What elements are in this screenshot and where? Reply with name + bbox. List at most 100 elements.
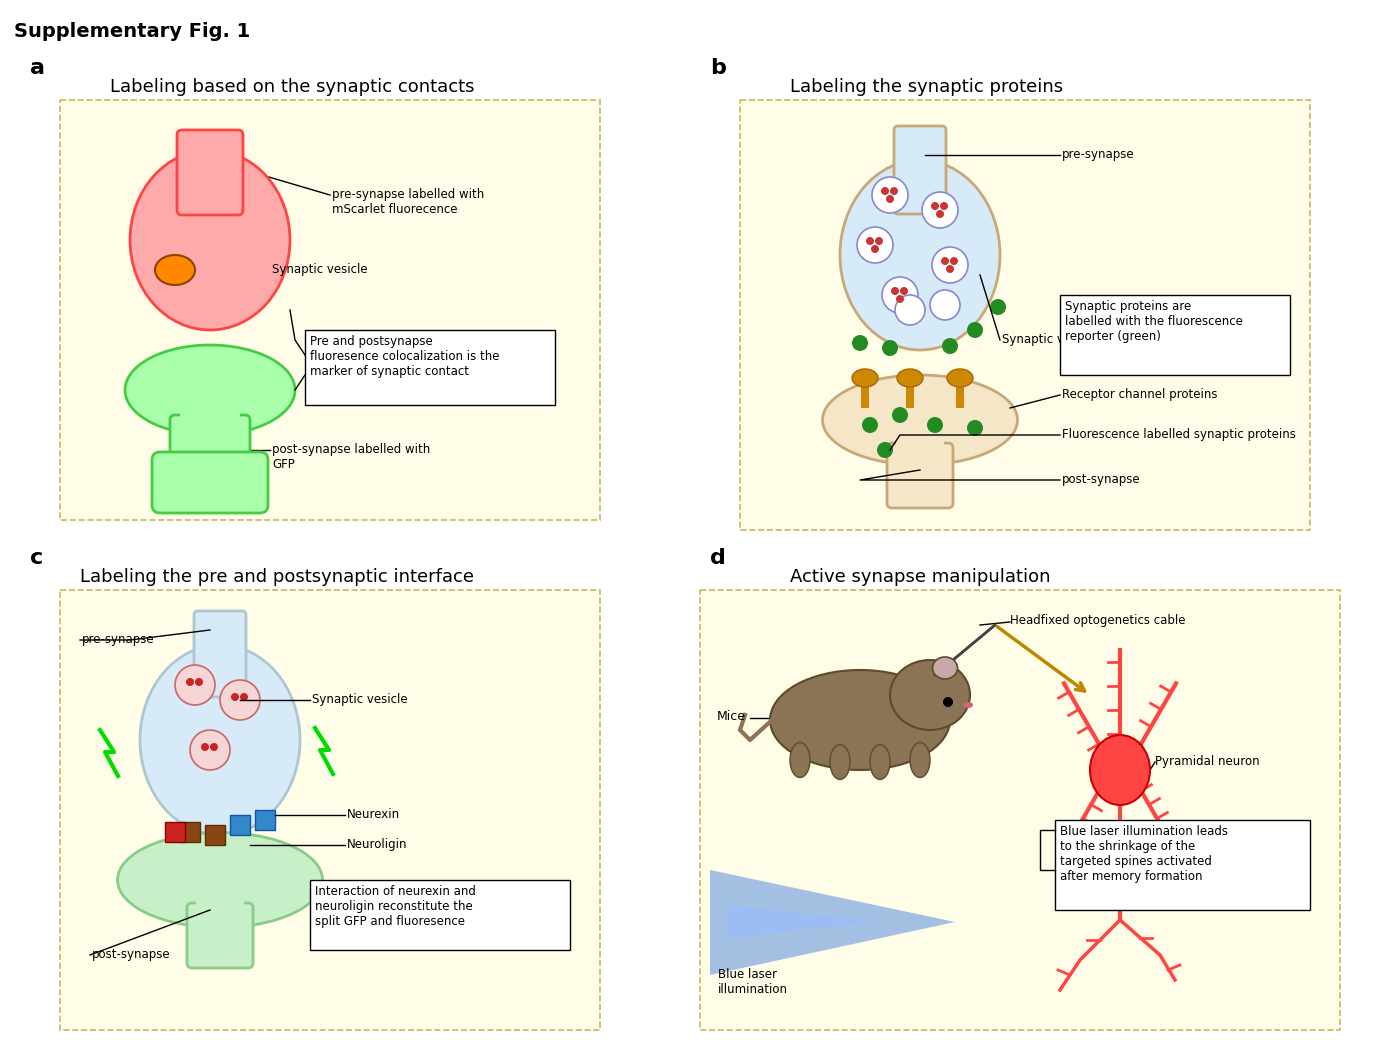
Text: Mice: Mice xyxy=(717,710,746,722)
Text: post-synapse labelled with
GFP: post-synapse labelled with GFP xyxy=(272,443,430,471)
Circle shape xyxy=(967,420,983,436)
Circle shape xyxy=(936,210,945,218)
Text: Labeling the synaptic proteins: Labeling the synaptic proteins xyxy=(790,78,1063,96)
Circle shape xyxy=(929,290,960,320)
Ellipse shape xyxy=(932,656,957,679)
Circle shape xyxy=(883,340,898,356)
Bar xyxy=(181,822,200,842)
Circle shape xyxy=(931,202,939,210)
Ellipse shape xyxy=(154,255,194,285)
Polygon shape xyxy=(710,870,956,975)
Text: pre-synapse labelled with
mScarlet fluorecence: pre-synapse labelled with mScarlet fluor… xyxy=(332,188,484,216)
Text: Synaptic vesicle: Synaptic vesicle xyxy=(272,263,368,276)
Circle shape xyxy=(943,697,953,706)
Bar xyxy=(201,620,239,670)
Circle shape xyxy=(896,295,905,303)
Text: Active synapse manipulation: Active synapse manipulation xyxy=(790,568,1051,586)
Ellipse shape xyxy=(822,375,1018,465)
Circle shape xyxy=(210,743,218,751)
Text: b: b xyxy=(710,59,725,78)
Ellipse shape xyxy=(852,369,878,387)
Circle shape xyxy=(194,678,203,686)
Text: Synaptic vesicle: Synaptic vesicle xyxy=(312,693,408,706)
Text: Headfixed optogenetics cable: Headfixed optogenetics cable xyxy=(1009,614,1186,627)
Ellipse shape xyxy=(117,832,323,928)
FancyBboxPatch shape xyxy=(152,452,268,513)
Circle shape xyxy=(856,227,894,263)
Ellipse shape xyxy=(947,369,974,387)
Ellipse shape xyxy=(830,745,849,780)
Circle shape xyxy=(221,680,261,720)
Bar xyxy=(896,422,945,458)
Ellipse shape xyxy=(896,369,923,387)
Text: post-synapse: post-synapse xyxy=(1062,473,1140,486)
FancyBboxPatch shape xyxy=(1055,820,1310,910)
Ellipse shape xyxy=(125,345,295,435)
FancyBboxPatch shape xyxy=(61,591,600,1030)
Circle shape xyxy=(872,245,878,253)
Bar xyxy=(188,140,232,190)
FancyBboxPatch shape xyxy=(887,443,953,508)
Ellipse shape xyxy=(141,645,301,835)
Circle shape xyxy=(186,678,194,686)
Text: post-synapse: post-synapse xyxy=(92,948,171,961)
Text: Labeling based on the synaptic contacts: Labeling based on the synaptic contacts xyxy=(110,78,474,96)
Circle shape xyxy=(190,730,230,770)
Circle shape xyxy=(946,265,954,273)
Bar xyxy=(181,395,240,430)
Circle shape xyxy=(892,408,907,423)
Text: Neurexin: Neurexin xyxy=(348,808,400,821)
Bar xyxy=(902,135,938,190)
Text: Pre and postsynapse
fluoresence colocalization is the
marker of synaptic contact: Pre and postsynapse fluoresence colocali… xyxy=(310,335,499,378)
Circle shape xyxy=(201,743,210,751)
Text: Synaptic vesicle cycling: Synaptic vesicle cycling xyxy=(1003,333,1143,346)
Bar xyxy=(205,825,225,845)
Ellipse shape xyxy=(840,160,1000,350)
Circle shape xyxy=(885,195,894,203)
Text: Receptor channel proteins: Receptor channel proteins xyxy=(1062,388,1218,401)
FancyBboxPatch shape xyxy=(1060,295,1289,375)
Circle shape xyxy=(852,335,867,351)
Bar xyxy=(956,383,964,408)
FancyBboxPatch shape xyxy=(894,126,946,214)
FancyBboxPatch shape xyxy=(61,100,600,520)
FancyBboxPatch shape xyxy=(701,591,1340,1030)
Bar xyxy=(860,383,869,408)
Text: Neuroligin: Neuroligin xyxy=(348,838,408,851)
Ellipse shape xyxy=(870,745,889,780)
Circle shape xyxy=(967,322,983,338)
Circle shape xyxy=(950,257,958,265)
Text: Blue laser illumination leads
to the shrinkage of the
targeted spines activated
: Blue laser illumination leads to the shr… xyxy=(1060,825,1229,883)
Text: pre-synapse: pre-synapse xyxy=(81,633,154,646)
Circle shape xyxy=(932,247,968,283)
FancyBboxPatch shape xyxy=(305,330,554,405)
Circle shape xyxy=(881,187,889,195)
Text: Fluorescence labelled synaptic proteins: Fluorescence labelled synaptic proteins xyxy=(1062,428,1296,440)
Circle shape xyxy=(866,237,874,245)
Text: d: d xyxy=(710,548,725,568)
FancyBboxPatch shape xyxy=(177,130,243,215)
Ellipse shape xyxy=(1089,735,1150,805)
Text: Synaptic proteins are
labelled with the fluorescence
reporter (green): Synaptic proteins are labelled with the … xyxy=(1065,300,1242,343)
Text: c: c xyxy=(30,548,43,568)
Circle shape xyxy=(895,295,925,325)
Ellipse shape xyxy=(889,660,969,730)
Circle shape xyxy=(877,442,894,458)
Circle shape xyxy=(876,237,883,245)
Text: a: a xyxy=(30,59,46,78)
FancyBboxPatch shape xyxy=(170,415,250,485)
Circle shape xyxy=(942,338,958,354)
Circle shape xyxy=(891,287,899,295)
Circle shape xyxy=(923,192,958,228)
Bar xyxy=(196,880,244,918)
Bar xyxy=(906,383,914,408)
Circle shape xyxy=(883,277,918,313)
Circle shape xyxy=(927,417,943,433)
Circle shape xyxy=(900,287,907,295)
FancyBboxPatch shape xyxy=(741,100,1310,530)
Polygon shape xyxy=(728,905,876,938)
FancyBboxPatch shape xyxy=(310,880,570,950)
Circle shape xyxy=(990,299,1007,315)
Text: Supplementary Fig. 1: Supplementary Fig. 1 xyxy=(14,22,250,41)
Circle shape xyxy=(175,665,215,705)
